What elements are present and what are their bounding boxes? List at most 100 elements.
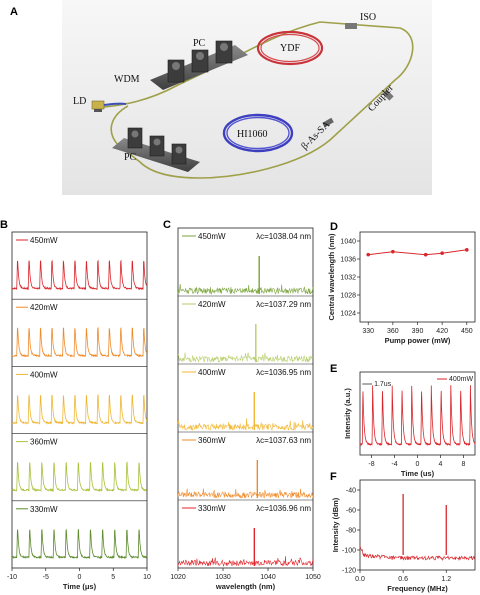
panel-c-frame bbox=[177, 227, 314, 569]
panel-b: 450mW 420mW 400mW 360mW 330mW -10 -5 0 5 10 Time (… bbox=[7, 231, 151, 591]
panel-b-xtick-label: -10 bbox=[7, 574, 17, 581]
panel-d-ytick-label: 1028 bbox=[340, 293, 356, 300]
pc-bottom-label: PC bbox=[124, 152, 137, 163]
panel-e-trace bbox=[359, 385, 476, 447]
panel-f-xtick-label: 0.6 bbox=[398, 576, 408, 583]
panel-f-ytick-label: -40 bbox=[346, 488, 356, 495]
panel-d-xlabel: Pump power (mW) bbox=[385, 336, 451, 345]
panel-b-xtick-label: -5 bbox=[43, 574, 49, 581]
panel-e-annotation: 1.7us bbox=[374, 381, 392, 388]
panel-b-legend-label: 450mW bbox=[30, 236, 58, 245]
panel-d-point bbox=[366, 252, 371, 257]
panel-f-xtick-label: 0.0 bbox=[355, 576, 365, 583]
panel-c-center-label: λc=1038.04 nm bbox=[256, 232, 311, 241]
panel-c-legend-label: 330mW bbox=[198, 504, 226, 513]
panel-d-frame bbox=[359, 231, 476, 323]
panel-d-line bbox=[368, 249, 467, 256]
panel-c-noise-450mW bbox=[177, 283, 314, 295]
panel-d-point bbox=[391, 249, 395, 254]
panel-f-ytick-label: -80 bbox=[346, 528, 356, 535]
iso-component bbox=[345, 23, 357, 29]
panel-c-xlabel: wavelength (nm) bbox=[215, 582, 276, 591]
hi1060-label: HI1060 bbox=[237, 129, 268, 140]
panel-f-ytick-label: -60 bbox=[346, 508, 356, 515]
panel-d-ytick-label: 1024 bbox=[340, 311, 356, 318]
panel-letter-a: A bbox=[10, 6, 18, 18]
panel-b-legend-label: 400mW bbox=[30, 370, 58, 379]
coupler-component bbox=[382, 89, 394, 101]
panel-e: 400mW 1.7us -8 -4 0 4 8 Time (us) Intensity (a.u… bbox=[343, 371, 476, 478]
iso-label: ISO bbox=[360, 12, 376, 23]
panel-b-trace-450mW bbox=[11, 259, 147, 291]
ydf-coil bbox=[256, 30, 324, 66]
panel-b-xtick-label: 0 bbox=[78, 574, 82, 581]
ydf-label: YDF bbox=[280, 43, 300, 54]
panel-b-frame bbox=[11, 231, 148, 569]
pc-top-label: PC bbox=[193, 38, 206, 49]
panel-d-point bbox=[464, 248, 469, 252]
panel-c-xtick-label: 1040 bbox=[260, 574, 276, 581]
wdm-label: WDM bbox=[114, 74, 140, 85]
panel-d: 330 360 390 420 450 1024 1028 1032 1036 1040 Pump … bbox=[327, 231, 476, 345]
panel-letter-f: F bbox=[330, 471, 337, 483]
panel-d-ylabel: Central wavelength (nm) bbox=[327, 233, 336, 321]
panel-d-ytick-label: 1040 bbox=[340, 239, 356, 246]
panel-c-legend-label: 400mW bbox=[198, 368, 226, 377]
panel-b-trace-420mW bbox=[11, 326, 148, 358]
panel-letter-b: B bbox=[0, 219, 8, 231]
panel-c-noise-360mW bbox=[177, 488, 314, 499]
panel-letter-d: D bbox=[330, 221, 338, 233]
pc-bottom-assembly bbox=[112, 127, 200, 172]
panel-b-trace-330mW bbox=[11, 528, 148, 560]
panel-e-xtick-label: -4 bbox=[391, 461, 397, 468]
panel-f-frame bbox=[359, 479, 476, 571]
panel-f-xtick-label: 1.2 bbox=[441, 576, 451, 583]
panel-c-legend-label: 420mW bbox=[198, 300, 226, 309]
panel-e-xtick-label: 4 bbox=[439, 461, 443, 468]
panel-e-ylabel: Intensity (a.u.) bbox=[343, 388, 352, 439]
panel-c-xtick-label: 1050 bbox=[305, 574, 321, 581]
sa-component bbox=[322, 117, 334, 128]
panel-f-xlabel: Frequency (MHz) bbox=[387, 584, 448, 593]
panel-d-xtick-label: 390 bbox=[412, 328, 424, 335]
panel-b-xtick-label: 5 bbox=[111, 574, 115, 581]
panel-c-noise-330mW bbox=[177, 556, 314, 567]
panel-d-xtick-label: 360 bbox=[387, 328, 399, 335]
panel-e-xtick-label: -8 bbox=[368, 461, 374, 468]
panel-c-noise-420mW bbox=[177, 352, 314, 363]
panel-b-xtick-label: 10 bbox=[143, 574, 151, 581]
panel-b-trace-360mW bbox=[11, 461, 147, 493]
panel-c-center-label: λc=1037.63 nm bbox=[256, 436, 311, 445]
panel-a: A LD WDM PC YDF ISO bbox=[10, 0, 432, 195]
panel-letter-e: E bbox=[330, 363, 337, 375]
panel-c-xtick-label: 1020 bbox=[170, 574, 186, 581]
panel-f-ylabel: Intensity (dBm) bbox=[331, 497, 340, 552]
pc-top-assembly bbox=[150, 40, 248, 90]
panel-c-legend-label: 360mW bbox=[198, 436, 226, 445]
panel-e-xlabel: Time (us) bbox=[401, 469, 435, 478]
panel-f-noise bbox=[359, 545, 475, 562]
panel-d-ytick-label: 1032 bbox=[340, 275, 356, 282]
panel-c-center-label: λc=1037.29 nm bbox=[256, 300, 311, 309]
panel-b-xlabel: Time (μs) bbox=[63, 582, 97, 591]
panel-d-point bbox=[423, 252, 428, 257]
panel-b-trace-400mW bbox=[12, 393, 148, 425]
panel-f: 0.0 0.6 1.2 -40 -60 -80 -100 -120 Frequency (MHz… bbox=[331, 479, 476, 593]
panel-b-legend-label: 420mW bbox=[30, 303, 58, 312]
panel-f-ytick-label: -120 bbox=[342, 568, 356, 575]
hi1060-coil bbox=[222, 113, 294, 153]
panel-c-xtick-label: 1030 bbox=[215, 574, 231, 581]
ld-label: LD bbox=[73, 96, 86, 107]
panel-e-xtick-label: 8 bbox=[462, 461, 466, 468]
panel-d-xtick-label: 330 bbox=[362, 328, 374, 335]
panel-c-center-label: λc=1036.95 nm bbox=[256, 368, 311, 377]
panel-d-xtick-label: 450 bbox=[461, 328, 473, 335]
panel-d-xtick-label: 420 bbox=[436, 328, 448, 335]
panel-b-legend-label: 330mW bbox=[30, 505, 58, 514]
panel-d-point bbox=[440, 251, 444, 255]
panel-f-ytick-label: -100 bbox=[342, 548, 356, 555]
schematic-background bbox=[62, 0, 432, 195]
panel-b-legend-label: 360mW bbox=[30, 438, 58, 447]
panel-e-xtick-label: 0 bbox=[416, 461, 420, 468]
